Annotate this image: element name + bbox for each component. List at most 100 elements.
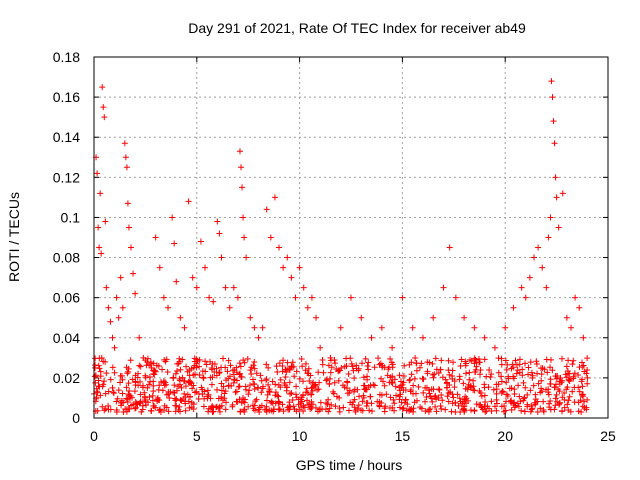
data-point (182, 383, 189, 390)
data-point (451, 378, 458, 385)
data-point-marker (286, 379, 293, 386)
data-point-marker (461, 314, 468, 321)
data-point (172, 402, 179, 409)
data-point-marker (378, 400, 385, 407)
data-point (302, 360, 309, 367)
data-point (432, 392, 439, 399)
data-point-marker (200, 375, 207, 382)
data-point-marker (483, 373, 490, 380)
data-point (126, 392, 133, 399)
data-point (295, 396, 302, 403)
data-point-marker (118, 399, 125, 406)
data-point-marker (579, 392, 586, 399)
data-point (95, 377, 102, 384)
data-point-marker (308, 294, 315, 301)
data-point (502, 324, 509, 331)
data-point (220, 383, 227, 390)
data-point (246, 387, 253, 394)
data-point-marker (114, 395, 121, 402)
data-point-marker (238, 164, 245, 171)
data-point (478, 393, 485, 400)
data-point-marker (211, 360, 218, 367)
data-point-marker (482, 408, 489, 415)
data-point (317, 344, 324, 351)
data-point (109, 384, 116, 391)
data-point (452, 399, 459, 406)
data-point-marker (213, 403, 220, 410)
data-point-marker (584, 380, 591, 387)
data-point-marker (176, 355, 183, 362)
data-point-marker (251, 381, 258, 388)
data-point (386, 405, 393, 412)
data-point (528, 402, 535, 409)
data-point (428, 386, 435, 393)
data-point (483, 373, 490, 380)
data-point (539, 264, 546, 271)
data-point-marker (192, 371, 199, 378)
y-tick-label: 0.16 (53, 89, 80, 105)
data-point (457, 363, 464, 370)
data-point (435, 369, 442, 376)
data-point (522, 360, 529, 367)
data-point (367, 382, 374, 389)
data-point-marker (288, 274, 295, 281)
data-point (551, 140, 558, 147)
data-point (208, 381, 215, 388)
data-point-marker (283, 368, 290, 375)
data-point (547, 214, 554, 221)
data-point (137, 391, 144, 398)
data-point-marker (516, 361, 523, 368)
data-point (276, 360, 283, 367)
data-point-marker (236, 383, 243, 390)
data-point-marker (234, 377, 241, 384)
data-point (275, 393, 282, 400)
data-point (432, 355, 439, 362)
data-point-marker (505, 375, 512, 382)
data-point-marker (391, 400, 398, 407)
data-point-marker (396, 404, 403, 411)
data-point (351, 386, 358, 393)
data-point (107, 376, 114, 383)
data-point (263, 206, 270, 213)
data-point-marker (339, 382, 346, 389)
data-point-marker (327, 354, 334, 361)
data-point (445, 357, 452, 364)
data-point-marker (224, 368, 231, 375)
data-point (457, 398, 464, 405)
data-point-marker (250, 376, 257, 383)
data-point (166, 395, 173, 402)
data-point-marker (128, 402, 135, 409)
data-point-marker (389, 379, 396, 386)
data-point (368, 334, 375, 341)
data-point-marker (456, 395, 463, 402)
data-point-marker (119, 304, 126, 311)
data-point (401, 362, 408, 369)
data-point (466, 369, 473, 376)
data-point-marker (362, 355, 369, 362)
data-point (577, 397, 584, 404)
data-point-marker (366, 407, 373, 414)
data-point (211, 368, 218, 375)
data-point (181, 390, 188, 397)
data-point (482, 403, 489, 410)
data-point (171, 389, 178, 396)
data-point (552, 373, 559, 380)
data-point (414, 397, 421, 404)
data-point (146, 373, 153, 380)
data-point-marker (241, 399, 248, 406)
data-point-marker (266, 386, 273, 393)
data-point-marker (335, 377, 342, 384)
data-point (366, 407, 373, 414)
data-point (368, 408, 375, 415)
chart-title: Day 291 of 2021, Rate Of TEC Index for r… (188, 20, 526, 36)
data-point-marker (364, 363, 371, 370)
data-point (513, 361, 520, 368)
data-point-marker (320, 369, 327, 376)
y-tick-label: 0 (72, 410, 80, 426)
data-point (258, 402, 265, 409)
data-point (444, 393, 451, 400)
data-point-marker (299, 392, 306, 399)
data-point (94, 170, 101, 177)
data-point-marker (186, 378, 193, 385)
data-point (396, 404, 403, 411)
